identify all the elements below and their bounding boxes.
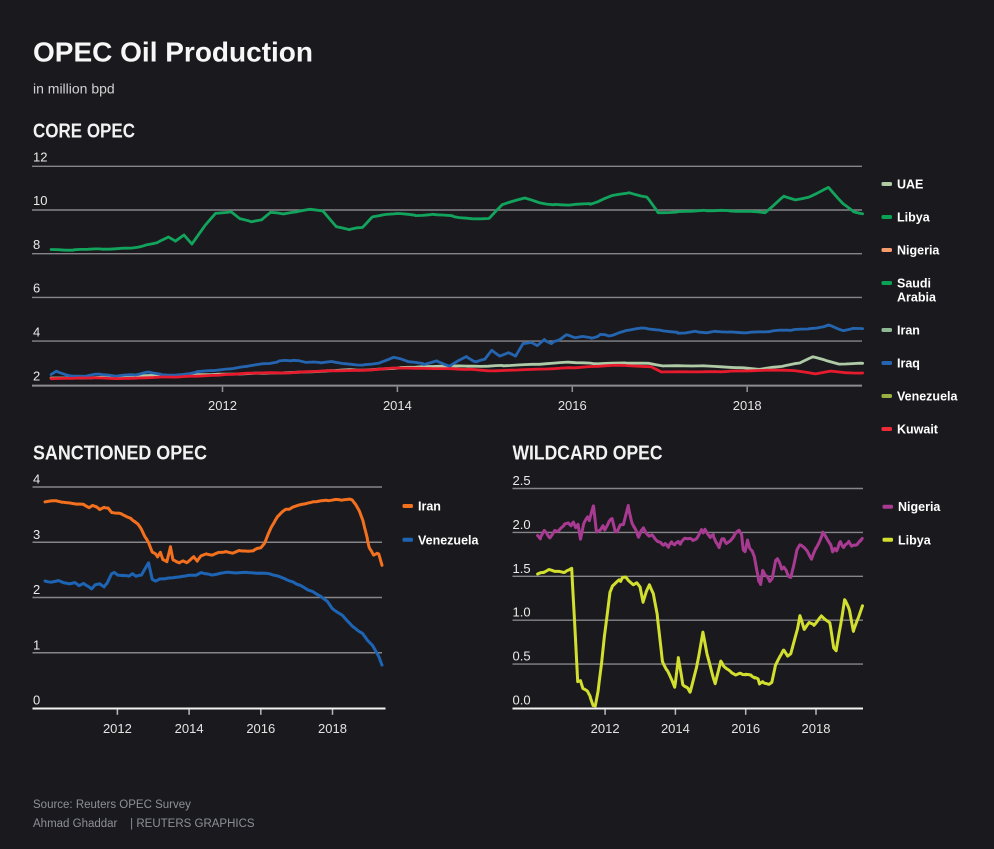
svg-text:6: 6 (33, 281, 40, 296)
svg-text:2.5: 2.5 (513, 473, 531, 488)
svg-text:2012: 2012 (591, 721, 620, 736)
svg-text:Venezuela: Venezuela (897, 390, 958, 404)
svg-text:Arabia: Arabia (897, 291, 937, 305)
svg-text:OPEC Oil Production: OPEC Oil Production (33, 37, 313, 68)
svg-text:Nigeria: Nigeria (898, 500, 941, 514)
svg-text:Saudi: Saudi (897, 277, 931, 291)
svg-text:2014: 2014 (383, 398, 412, 413)
svg-text:0.5: 0.5 (513, 649, 531, 664)
svg-text:8: 8 (33, 237, 40, 252)
svg-text:2016: 2016 (558, 398, 587, 413)
svg-text:2014: 2014 (661, 721, 690, 736)
svg-text:in million bpd: in million bpd (33, 81, 115, 97)
svg-text:2: 2 (33, 368, 40, 383)
svg-text:2018: 2018 (802, 721, 831, 736)
svg-text:Libya: Libya (897, 211, 931, 225)
svg-text:Source: Reuters OPEC Survey: Source: Reuters OPEC Survey (33, 799, 191, 811)
svg-text:12: 12 (33, 150, 47, 165)
svg-text:CORE OPEC: CORE OPEC (33, 121, 135, 143)
svg-text:2012: 2012 (208, 398, 237, 413)
svg-text:4: 4 (33, 324, 40, 339)
svg-text:UAE: UAE (897, 178, 923, 192)
svg-text:Iraq: Iraq (897, 357, 920, 371)
svg-text:Venezuela: Venezuela (418, 533, 479, 547)
svg-text:2014: 2014 (175, 721, 204, 736)
svg-text:1: 1 (33, 637, 40, 652)
svg-text:4: 4 (33, 472, 40, 487)
svg-text:2016: 2016 (246, 721, 275, 736)
svg-text:Iran: Iran (418, 500, 441, 514)
svg-text:10: 10 (33, 193, 47, 208)
svg-text:2018: 2018 (733, 398, 762, 413)
svg-text:1.5: 1.5 (513, 561, 531, 576)
svg-text:Ahmad Ghaddar | REUTERS GRA: Ahmad Ghaddar | REUTERS GRAPHICS (33, 818, 255, 830)
svg-text:Libya: Libya (898, 533, 932, 547)
svg-text:0.0: 0.0 (513, 693, 531, 708)
svg-text:2016: 2016 (731, 721, 760, 736)
svg-text:2.0: 2.0 (513, 517, 531, 532)
svg-text:0: 0 (33, 693, 40, 708)
svg-text:1.0: 1.0 (513, 605, 531, 620)
svg-text:2018: 2018 (318, 721, 347, 736)
svg-text:Kuwait: Kuwait (897, 423, 939, 437)
svg-text:2: 2 (33, 582, 40, 597)
svg-text:SANCTIONED OPEC: SANCTIONED OPEC (33, 443, 207, 465)
svg-text:WILDCARD OPEC: WILDCARD OPEC (513, 443, 663, 465)
svg-text:Iran: Iran (897, 324, 920, 338)
svg-text:2012: 2012 (103, 721, 132, 736)
svg-text:3: 3 (33, 527, 40, 542)
svg-text:Nigeria: Nigeria (897, 244, 940, 258)
